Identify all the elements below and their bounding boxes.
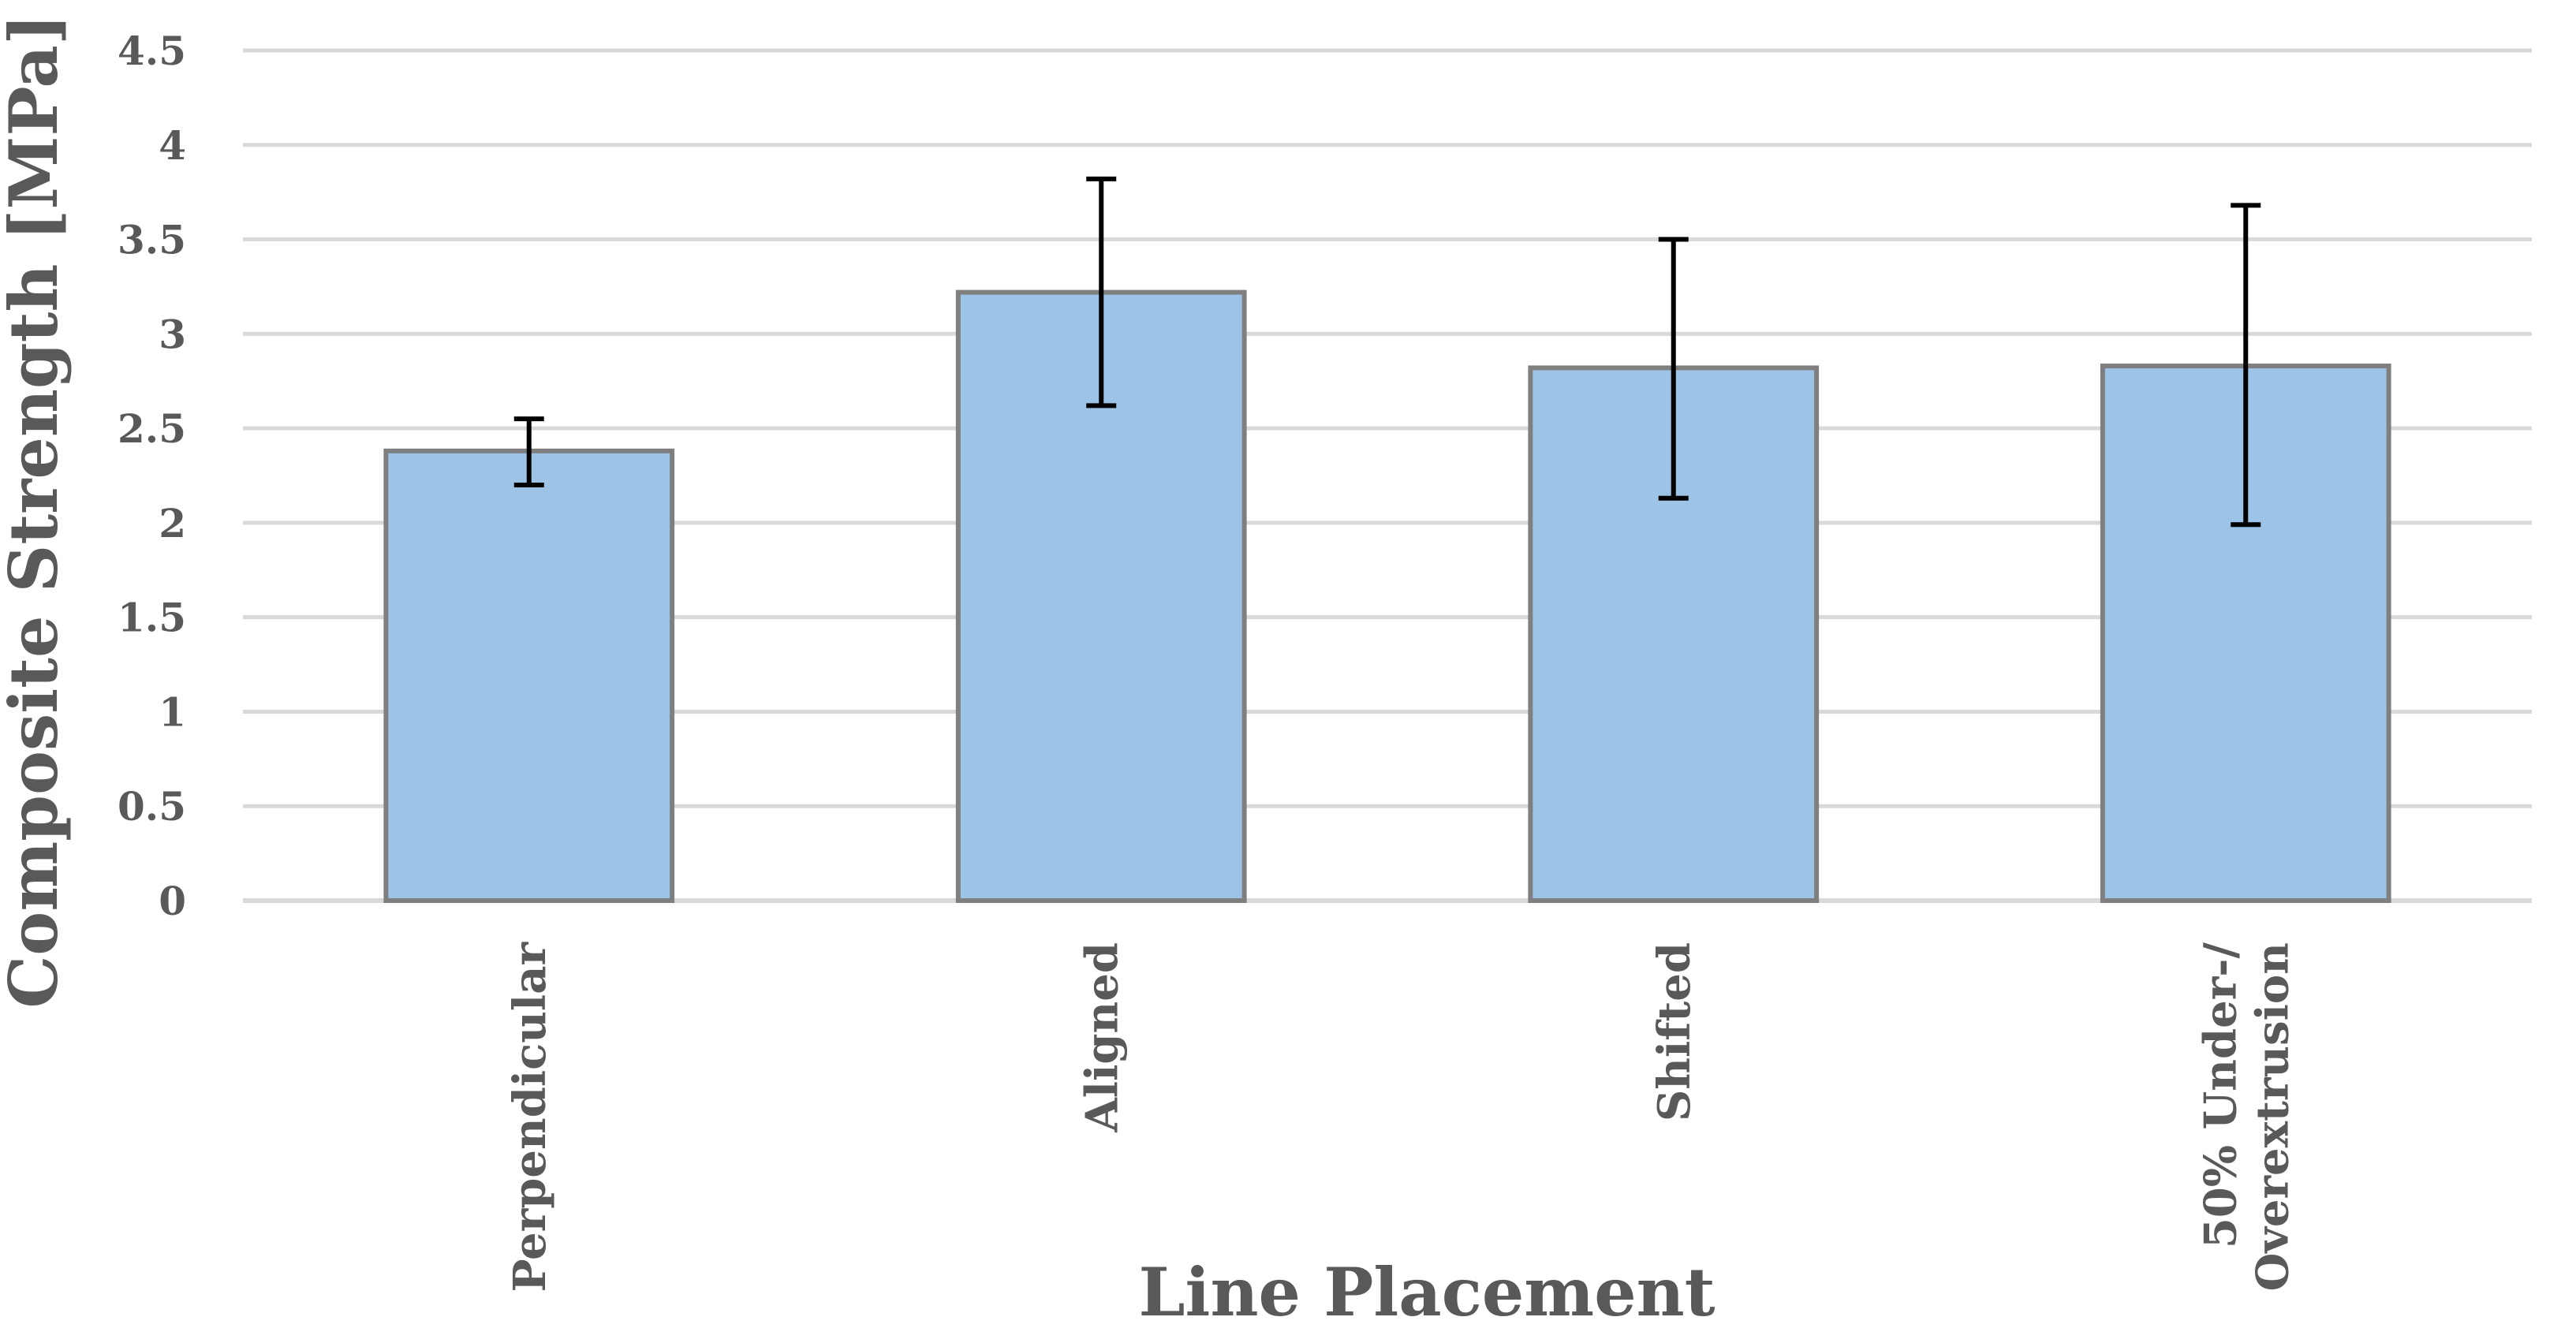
y-tick-labels: 0 0.5 1 1.5 2 2.5 3 3.5 4 4.5 xyxy=(118,28,186,924)
y-tick-label: 3 xyxy=(159,311,186,357)
y-tick-label: 1.5 xyxy=(118,595,186,641)
x-category-label-line: Overextrusion xyxy=(2246,942,2298,1291)
x-category-label: Perpendicular xyxy=(504,942,556,1293)
error-bar xyxy=(513,416,544,487)
error-bar xyxy=(1086,176,1117,408)
x-category-label-line: 50% Under-/ xyxy=(2194,942,2246,1248)
x-category-label-line: Aligned xyxy=(1076,942,1128,1133)
x-category-label-line: Perpendicular xyxy=(504,942,556,1293)
x-axis-title: Line Placement xyxy=(1138,1253,1715,1331)
y-tick-label: 2.5 xyxy=(118,405,186,452)
y-tick-label: 4 xyxy=(159,122,186,169)
error-bar xyxy=(1658,237,1689,501)
x-category-labels: Perpendicular Aligned Shifted 50% Under-/Ov… xyxy=(504,942,2299,1293)
x-category-label: Aligned xyxy=(1076,942,1128,1133)
y-tick-label: 3.5 xyxy=(118,217,186,263)
y-axis-title: Composite Strength [MPa] xyxy=(0,13,73,1008)
error-bar xyxy=(2231,203,2261,528)
y-tick-label: 0 xyxy=(159,878,186,924)
y-tick-label: 1 xyxy=(159,688,186,735)
x-category-label: 50% Under-/Overextrusion xyxy=(2194,942,2298,1291)
y-tick-label: 2 xyxy=(159,500,186,547)
x-category-label-line: Shifted xyxy=(1648,942,1701,1121)
x-category-label: Shifted xyxy=(1648,942,1701,1121)
y-tick-label: 4.5 xyxy=(118,28,186,74)
bar xyxy=(383,448,675,903)
bars xyxy=(383,289,2391,904)
y-tick-label: 0.5 xyxy=(118,783,186,830)
error-bars xyxy=(513,176,2261,528)
